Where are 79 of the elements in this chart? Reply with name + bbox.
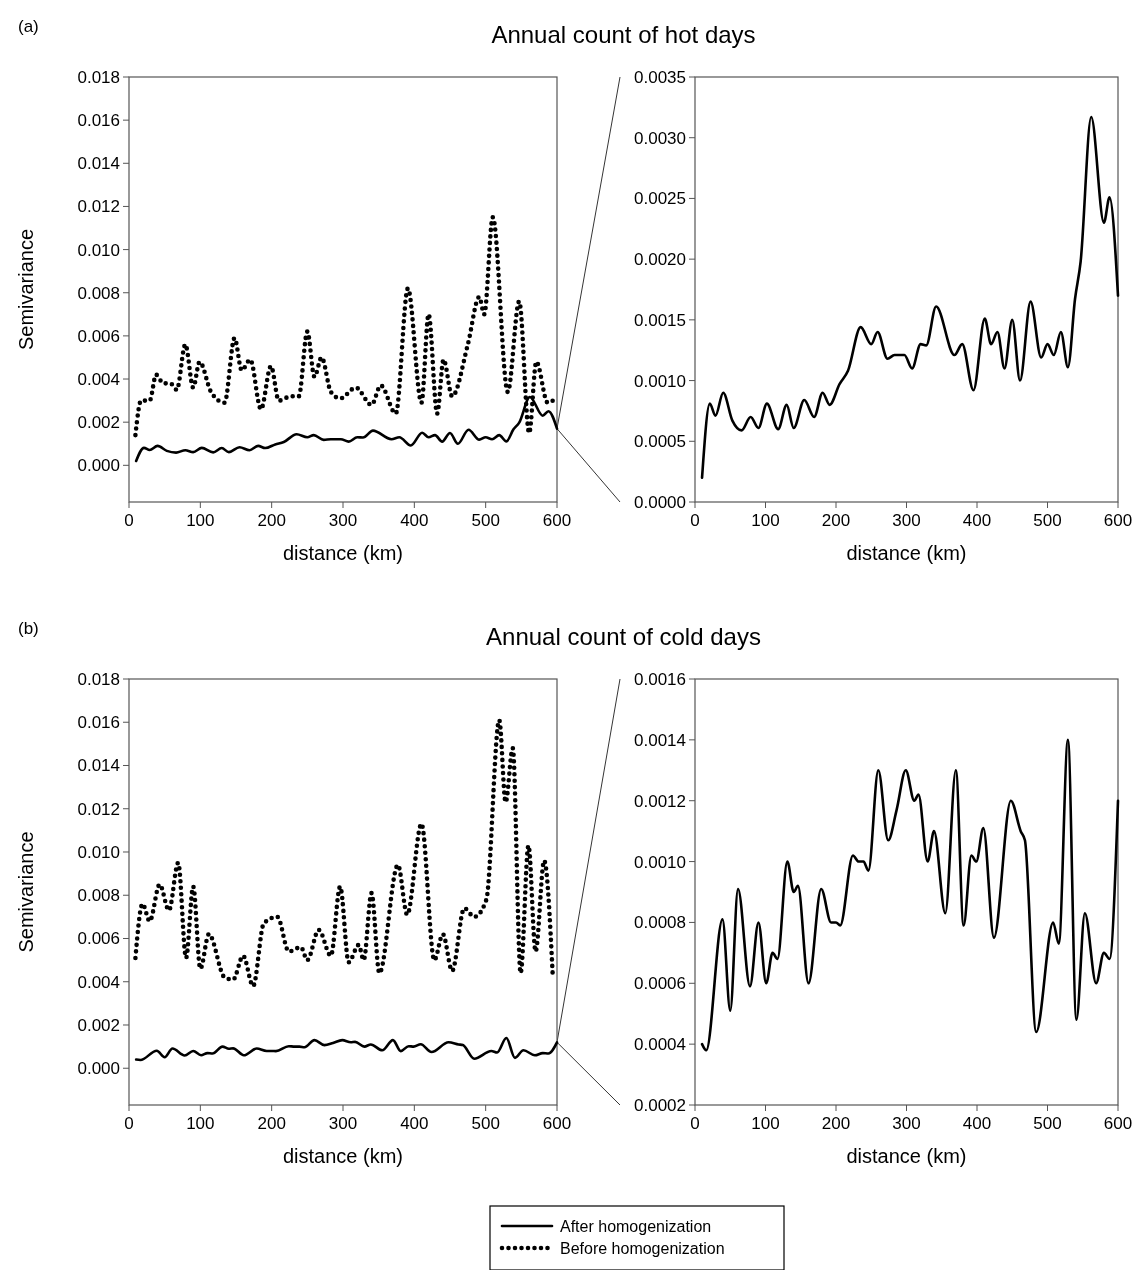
y-tick-label: 0.016: [77, 111, 120, 131]
y-tick-label: 0.000: [77, 1059, 120, 1079]
x-tick-label: 600: [542, 511, 572, 530]
legend-label: After homogenization: [560, 1218, 712, 1235]
x-tick-label: 0: [124, 1114, 134, 1133]
y-tick-label: 0.010: [77, 842, 120, 862]
y-tick-label: 0.0010: [634, 852, 686, 872]
y-tick-label: 0.0020: [634, 250, 686, 270]
x-tick-label: 100: [186, 1114, 215, 1133]
y-tick-label: 0.016: [77, 713, 120, 733]
x-tick-label: 100: [751, 1114, 780, 1133]
y-axis-title: Semivariance: [15, 228, 37, 351]
y-tick-label: 0.0030: [634, 128, 686, 148]
y-tick-label: 0.0008: [634, 913, 686, 933]
y-tick-label: 0.004: [77, 370, 120, 390]
x-tick-label: 0: [690, 511, 700, 530]
y-tick-label: 0.018: [77, 68, 120, 87]
y-tick-label: 0.018: [77, 670, 120, 689]
y-tick-label: 0.002: [77, 1015, 120, 1035]
x-tick-label: 200: [821, 1114, 851, 1133]
x-tick-label: 600: [542, 1114, 572, 1133]
x-tick-label: 400: [962, 1114, 992, 1133]
x-tick-label: 300: [328, 511, 358, 530]
y-tick-label: 0.010: [77, 240, 120, 260]
y-tick-label: 0.002: [77, 413, 120, 433]
x-tick-label: 300: [328, 1114, 358, 1133]
x-tick-label: 600: [1103, 511, 1133, 530]
y-tick-label: 0.0014: [634, 730, 686, 750]
y-tick-label: 0.0035: [634, 68, 686, 87]
x-tick-label: 0: [124, 511, 134, 530]
y-tick-label: 0.004: [77, 972, 120, 992]
x-tick-label: 500: [1033, 1114, 1062, 1133]
y-tick-label: 0.0012: [634, 791, 686, 811]
y-tick-label: 0.012: [77, 799, 120, 819]
y-tick-label: 0.0010: [634, 371, 686, 391]
x-tick-label: 300: [892, 1114, 921, 1133]
x-tick-label: 400: [962, 511, 992, 530]
x-axis-title: distance (km): [282, 1145, 404, 1167]
x-axis-title: distance (km): [282, 542, 404, 564]
line-series: [700, 115, 1120, 480]
x-tick-label: 400: [400, 511, 429, 530]
x-tick-label: 100: [751, 511, 780, 530]
text: (b): [18, 619, 39, 638]
line-series: [700, 738, 1120, 1052]
y-tick-label: 0.008: [77, 886, 120, 906]
y-tick-label: 0.0006: [634, 974, 686, 994]
y-tick-label: 0.012: [77, 197, 120, 217]
y-tick-label: 0.006: [77, 929, 120, 949]
x-tick-label: 600: [1103, 1114, 1133, 1133]
y-tick-label: 0.014: [77, 154, 120, 174]
y-tick-label: 0.000: [77, 456, 120, 476]
x-axis-title: distance (km): [846, 1145, 967, 1167]
x-tick-label: 500: [1033, 511, 1062, 530]
x-tick-label: 500: [471, 511, 500, 530]
legend-label: Before homogenization: [560, 1240, 725, 1257]
y-tick-label: 0.0025: [634, 189, 686, 209]
line-series: [133, 717, 556, 989]
y-tick-label: 0.0002: [634, 1096, 686, 1115]
y-tick-label: 0.0000: [634, 493, 686, 512]
x-tick-label: 500: [471, 1114, 500, 1133]
y-tick-label: 0.006: [77, 326, 120, 346]
x-tick-label: 300: [892, 511, 921, 530]
x-tick-label: 0: [690, 1114, 700, 1133]
x-tick-label: 200: [257, 1114, 286, 1133]
y-axis-title: Semivariance: [15, 831, 37, 953]
x-tick-label: 100: [186, 511, 215, 530]
text: Annual count of hot days: [491, 21, 756, 48]
text: (a): [18, 17, 39, 36]
y-tick-label: 0.008: [77, 283, 120, 303]
x-axis-title: distance (km): [846, 542, 967, 564]
text: Annual count of cold days: [486, 623, 761, 650]
y-tick-label: 0.0015: [634, 310, 686, 330]
y-tick-label: 0.014: [77, 756, 120, 776]
x-tick-label: 200: [257, 511, 286, 530]
y-tick-label: 0.0016: [634, 670, 686, 689]
x-tick-label: 200: [821, 511, 851, 530]
y-tick-label: 0.0005: [634, 432, 686, 452]
y-tick-label: 0.0004: [634, 1035, 686, 1055]
x-tick-label: 400: [400, 1114, 429, 1133]
